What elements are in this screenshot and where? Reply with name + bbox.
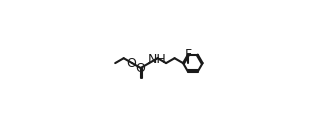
Text: NH: NH (148, 53, 167, 66)
Text: F: F (184, 48, 191, 61)
Text: O: O (136, 62, 146, 75)
Text: O: O (127, 57, 136, 70)
